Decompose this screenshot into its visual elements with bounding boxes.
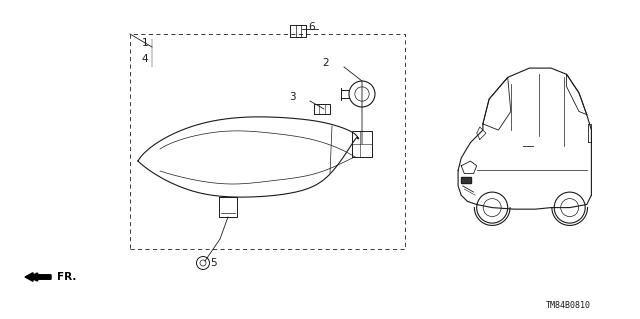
Text: 1: 1	[141, 38, 148, 48]
Text: 6: 6	[308, 22, 315, 32]
Text: 3: 3	[289, 92, 296, 102]
Text: 5: 5	[210, 258, 216, 268]
Text: 2: 2	[322, 58, 328, 68]
Text: FR.: FR.	[57, 272, 76, 282]
Text: TM84B0810: TM84B0810	[545, 300, 591, 309]
FancyArrow shape	[25, 273, 51, 281]
Text: 4: 4	[141, 54, 148, 64]
Polygon shape	[461, 177, 470, 183]
